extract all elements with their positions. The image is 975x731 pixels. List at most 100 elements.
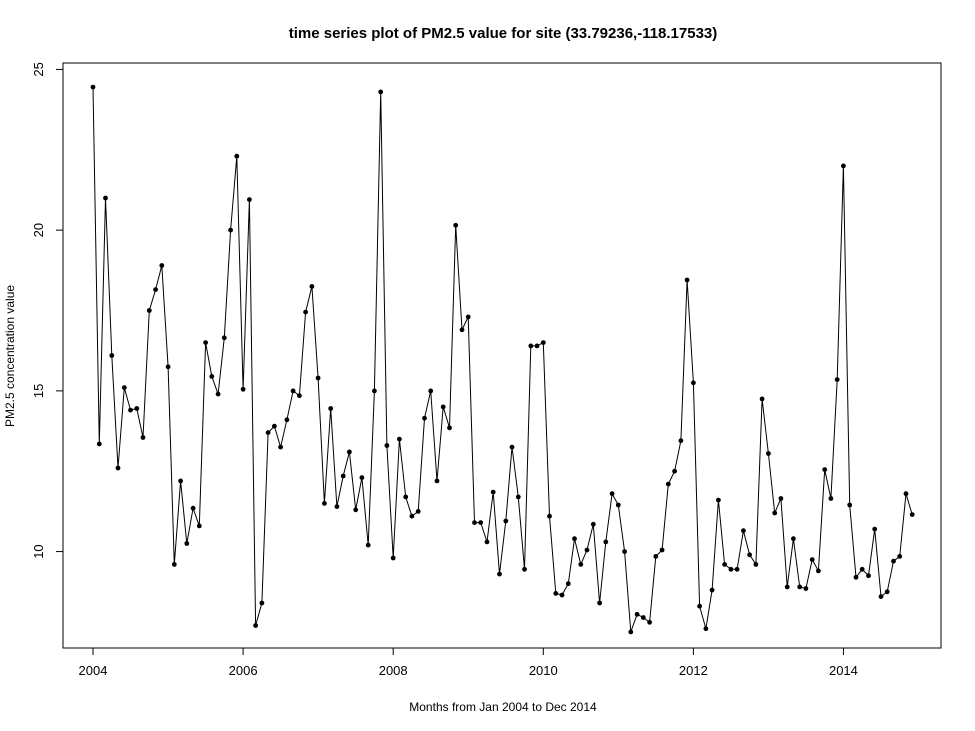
- data-point: [634, 611, 640, 617]
- x-tick-label: 2004: [79, 663, 108, 678]
- data-point: [622, 549, 627, 554]
- data-point: [766, 451, 771, 456]
- data-point: [265, 430, 271, 435]
- data-point: [484, 539, 490, 545]
- data-point: [178, 478, 184, 484]
- y-axis-label: PM2.5 concentration value: [3, 285, 17, 427]
- data-point: [515, 494, 521, 500]
- data-point: [490, 489, 496, 495]
- data-point: [809, 557, 815, 562]
- data-point: [891, 558, 896, 564]
- data-point: [328, 406, 334, 411]
- data-point: [672, 468, 677, 474]
- data-point: [384, 443, 390, 448]
- data-point: [572, 536, 577, 542]
- data-point: [478, 520, 484, 525]
- data-point: [897, 554, 903, 559]
- data-point: [797, 584, 803, 590]
- data-point: [559, 592, 565, 598]
- data-point: [240, 386, 246, 392]
- data-point: [778, 496, 784, 501]
- data-point: [390, 555, 396, 561]
- data-point: [528, 343, 534, 349]
- data-point: [215, 391, 221, 397]
- data-point: [540, 340, 546, 345]
- data-point: [803, 586, 809, 591]
- y-axis: 10 15 20 25: [31, 62, 64, 559]
- data-point: [159, 263, 165, 268]
- x-tick-label: 2008: [379, 663, 408, 678]
- data-point: [221, 335, 227, 341]
- data-point: [903, 491, 909, 497]
- data-point: [365, 542, 371, 548]
- data-point: [397, 436, 402, 442]
- x-tick-label: 2012: [679, 663, 708, 678]
- data-point: [503, 518, 509, 524]
- data-point: [553, 591, 559, 596]
- data-point: [422, 415, 427, 421]
- data-point: [303, 309, 308, 315]
- data-point: [109, 353, 115, 358]
- series-line: [92, 87, 913, 633]
- data-point: [841, 163, 846, 169]
- data-point: [859, 566, 865, 572]
- data-point: [203, 340, 209, 345]
- data-point: [190, 505, 196, 511]
- data-point: [609, 491, 615, 497]
- data-point: [347, 449, 352, 455]
- data-point: [290, 388, 296, 394]
- data-point: [703, 626, 709, 632]
- y-tick-label: 20: [31, 223, 46, 237]
- data-point: [784, 584, 790, 590]
- data-point: [534, 343, 540, 349]
- y-tick-label: 25: [31, 62, 46, 76]
- data-point: [866, 573, 871, 579]
- data-point: [340, 473, 346, 479]
- data-point: [278, 444, 283, 450]
- data-point: [121, 385, 127, 390]
- data-point: [465, 314, 471, 320]
- data-point: [359, 475, 365, 480]
- x-tick-label: 2010: [529, 663, 558, 678]
- data-point: [759, 396, 765, 402]
- data-point: [597, 600, 602, 606]
- chart-title: time series plot of PM2.5 value for site…: [289, 25, 718, 42]
- data-point: [697, 603, 702, 609]
- data-point: [578, 562, 584, 567]
- data-point: [428, 388, 434, 394]
- data-point: [659, 547, 665, 553]
- x-axis: 2004 2006 2008 2010 2012 2014: [79, 647, 858, 678]
- data-point: [353, 507, 359, 513]
- data-point: [878, 594, 884, 599]
- data-point: [753, 562, 759, 567]
- data-point: [909, 512, 915, 517]
- x-tick-label: 2006: [229, 663, 258, 678]
- data-point: [834, 377, 840, 382]
- data-point: [247, 197, 252, 203]
- data-point: [434, 478, 440, 484]
- data-point: [403, 494, 409, 500]
- data-point: [709, 587, 715, 593]
- data-point: [847, 502, 853, 508]
- data-point: [647, 619, 652, 625]
- data-point: [684, 277, 690, 283]
- data-point: [653, 554, 659, 559]
- data-point: [115, 465, 121, 471]
- data-point: [234, 153, 240, 159]
- data-point: [459, 327, 465, 333]
- y-tick-label: 15: [31, 384, 46, 398]
- data-point: [415, 509, 421, 514]
- data-point: [272, 423, 277, 429]
- data-point: [372, 388, 377, 394]
- data-point: [334, 504, 340, 509]
- data-point: [297, 393, 302, 399]
- data-point: [791, 536, 796, 542]
- data-point: [447, 425, 452, 431]
- data-point: [96, 441, 102, 447]
- data-point: [522, 566, 527, 572]
- data-point: [884, 589, 890, 595]
- data-point: [90, 84, 96, 90]
- data-point: [590, 521, 596, 527]
- data-point: [440, 404, 446, 410]
